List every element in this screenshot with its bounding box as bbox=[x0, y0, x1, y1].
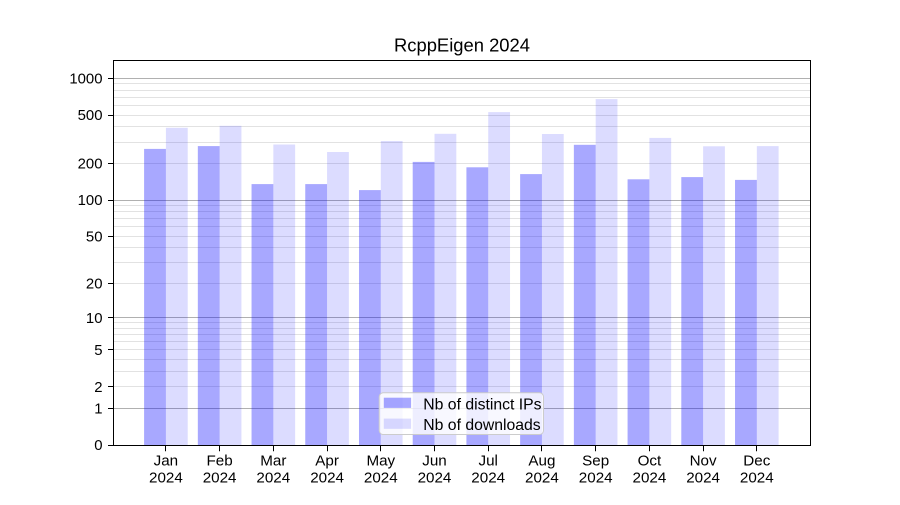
svg-text:Feb: Feb bbox=[207, 453, 233, 470]
svg-text:Dec: Dec bbox=[743, 453, 770, 470]
svg-text:2024: 2024 bbox=[633, 469, 667, 486]
svg-text:Aug: Aug bbox=[528, 453, 555, 470]
svg-text:2024: 2024 bbox=[740, 469, 774, 486]
svg-text:2024: 2024 bbox=[256, 469, 290, 486]
svg-text:May: May bbox=[366, 453, 395, 470]
svg-text:Mar: Mar bbox=[260, 453, 286, 470]
svg-text:Nb of distinct IPs: Nb of distinct IPs bbox=[423, 396, 541, 413]
svg-text:2024: 2024 bbox=[310, 469, 344, 486]
svg-text:100: 100 bbox=[78, 193, 103, 209]
svg-text:RcppEigen 2024: RcppEigen 2024 bbox=[394, 35, 530, 56]
svg-text:500: 500 bbox=[78, 108, 103, 124]
svg-text:200: 200 bbox=[78, 157, 103, 173]
svg-text:2024: 2024 bbox=[471, 469, 505, 486]
svg-text:0: 0 bbox=[94, 438, 102, 454]
svg-text:Jan: Jan bbox=[154, 453, 179, 470]
svg-text:2024: 2024 bbox=[149, 469, 183, 486]
svg-text:2024: 2024 bbox=[364, 469, 398, 486]
svg-text:2024: 2024 bbox=[579, 469, 613, 486]
svg-text:2024: 2024 bbox=[525, 469, 559, 486]
svg-text:Jul: Jul bbox=[478, 453, 497, 470]
svg-text:2024: 2024 bbox=[203, 469, 237, 486]
svg-text:2024: 2024 bbox=[686, 469, 720, 486]
svg-text:Sep: Sep bbox=[582, 453, 609, 470]
svg-text:5: 5 bbox=[94, 343, 102, 359]
svg-text:20: 20 bbox=[86, 277, 103, 293]
svg-text:10: 10 bbox=[86, 311, 103, 327]
svg-text:Apr: Apr bbox=[315, 453, 339, 470]
svg-text:1000: 1000 bbox=[69, 72, 102, 88]
svg-text:Oct: Oct bbox=[638, 453, 662, 470]
svg-text:1: 1 bbox=[94, 401, 102, 417]
svg-text:2: 2 bbox=[94, 380, 102, 396]
svg-text:50: 50 bbox=[86, 230, 103, 246]
svg-text:2024: 2024 bbox=[418, 469, 452, 486]
svg-text:Nb of downloads: Nb of downloads bbox=[423, 417, 540, 434]
svg-text:Nov: Nov bbox=[690, 453, 717, 470]
svg-text:Jun: Jun bbox=[422, 453, 447, 470]
